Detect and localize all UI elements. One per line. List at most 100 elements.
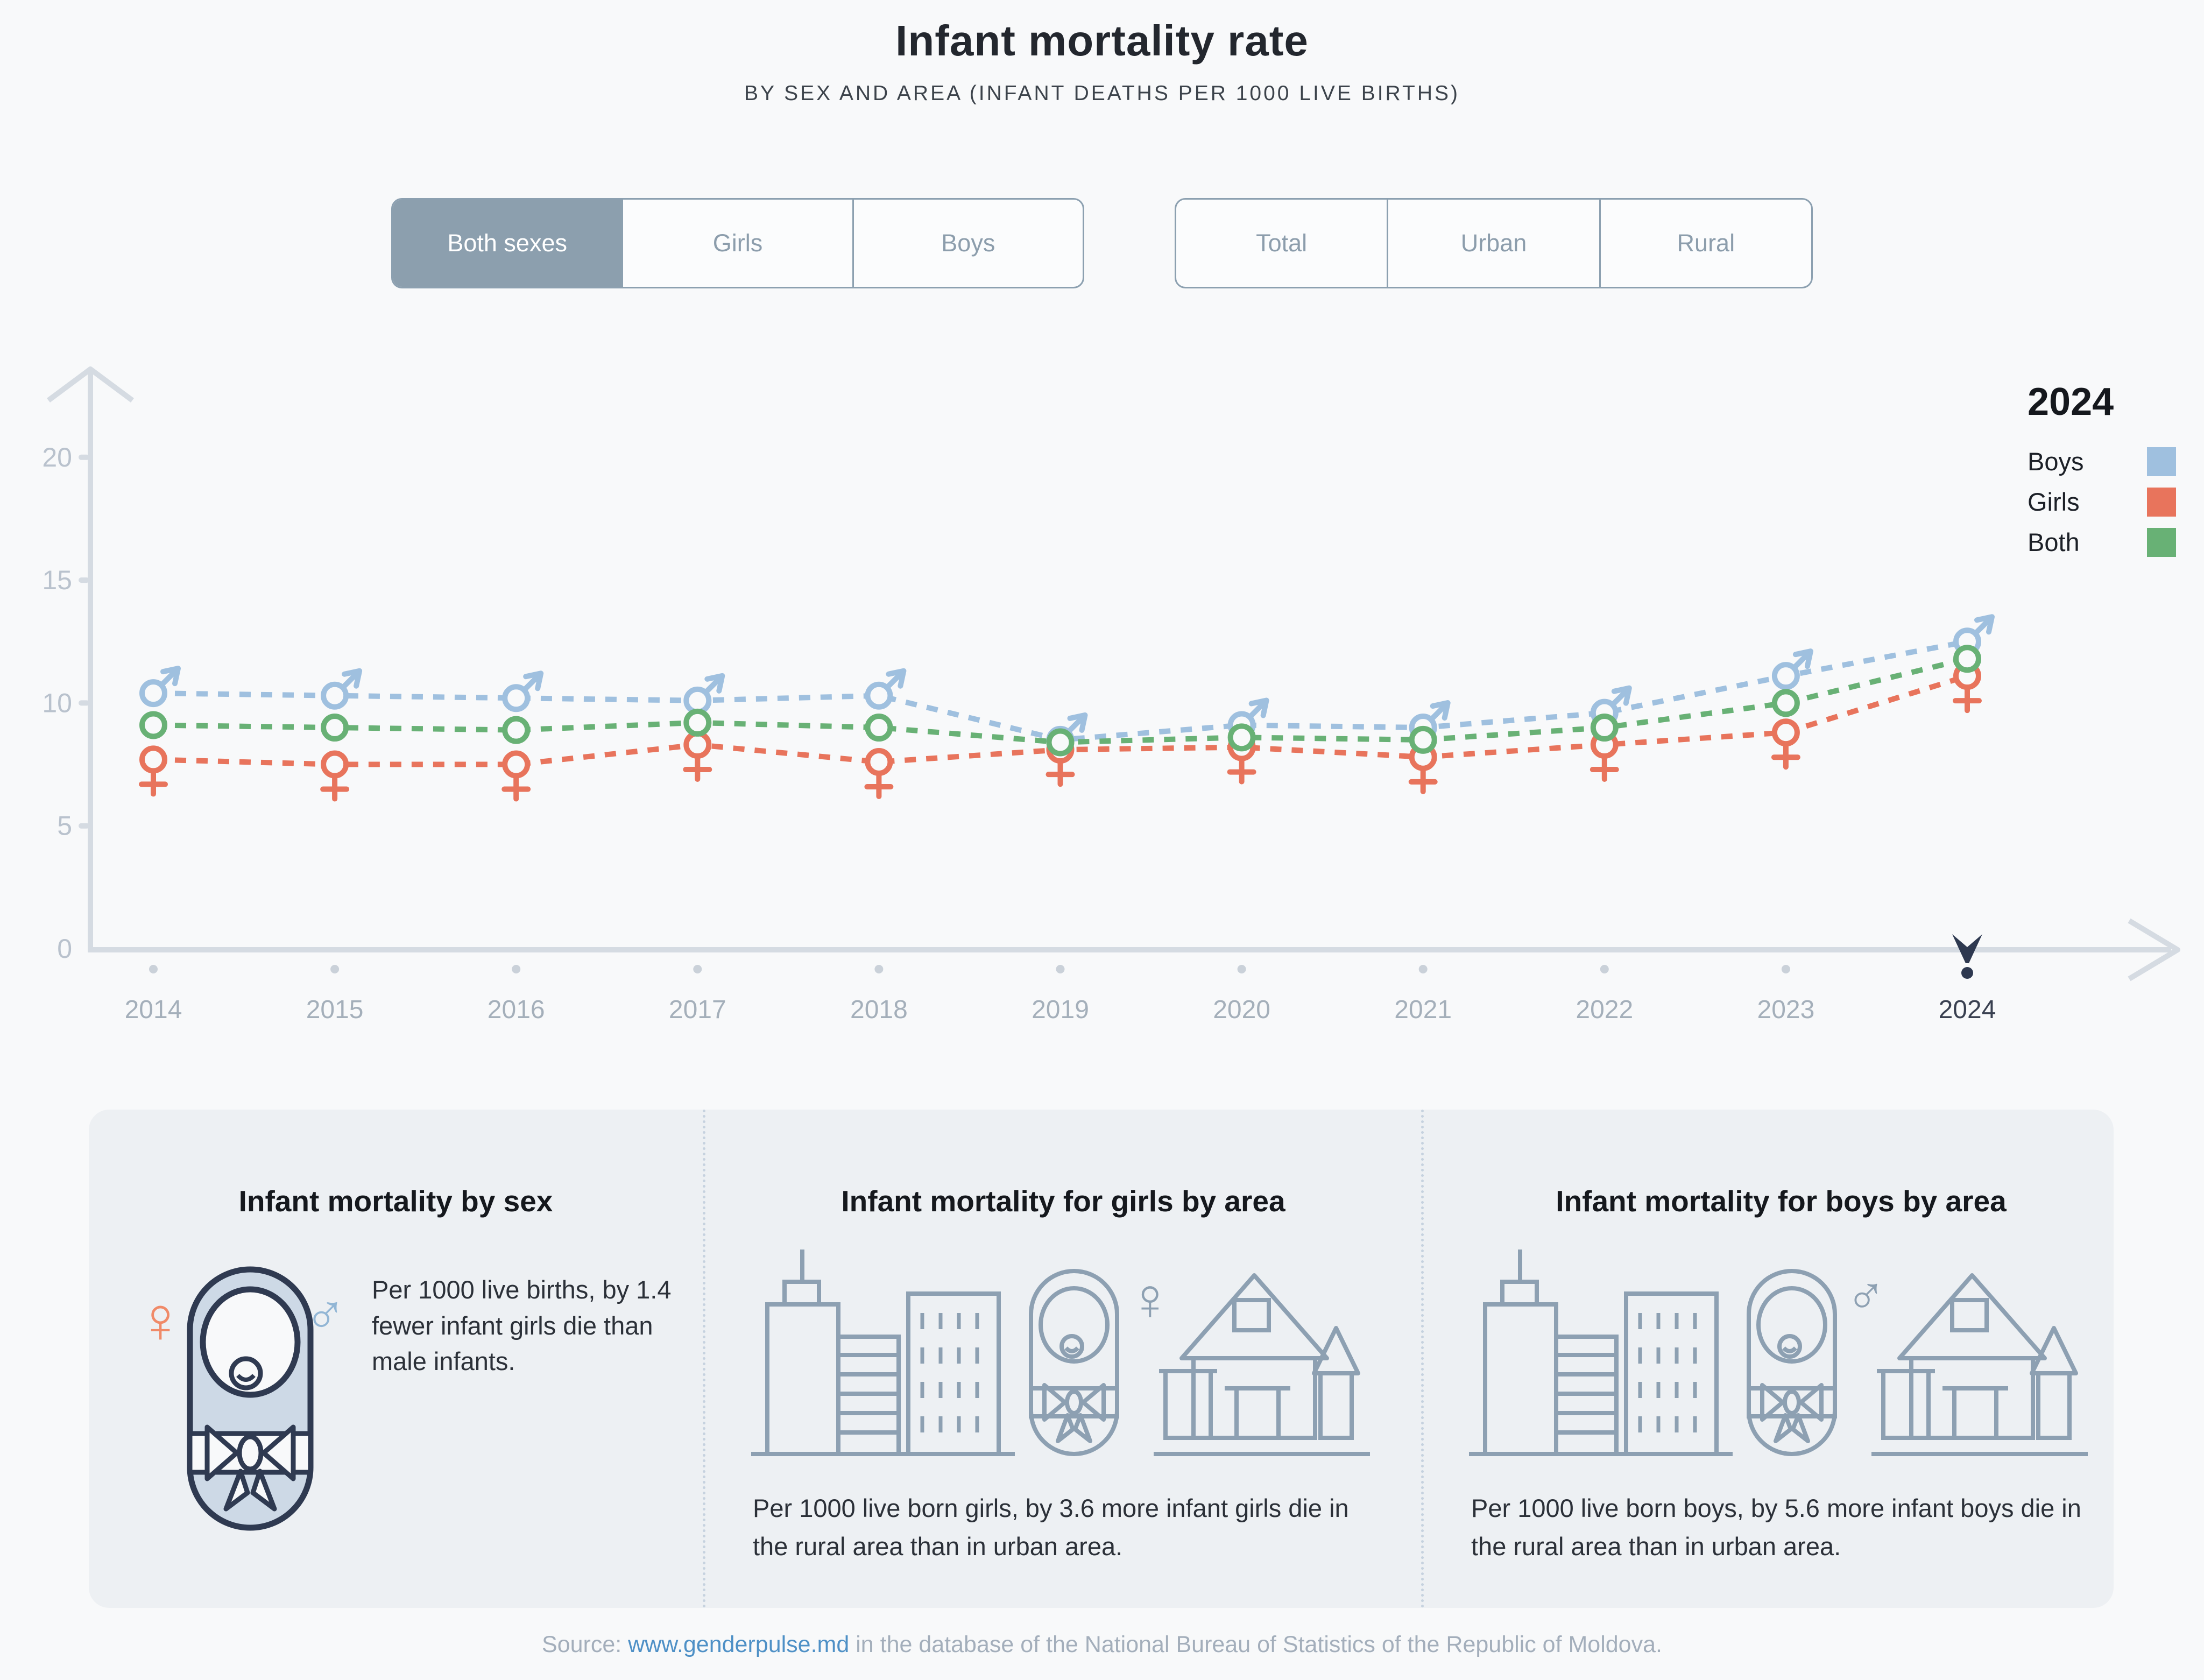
year-dot: [330, 965, 340, 973]
marker-girls-2014[interactable]: [139, 745, 168, 797]
both-marker-circle: [1771, 689, 1800, 717]
highlight-year-pin-icon: [1952, 934, 1982, 963]
baby-icon: [187, 1266, 314, 1531]
marker-girls-2023[interactable]: [1771, 718, 1800, 770]
male-arrowhead: [1974, 614, 1995, 635]
card-text: Per 1000 live born boys, by 5.6 more inf…: [1471, 1494, 2081, 1561]
x-axis-label-2020: 2020: [1213, 996, 1270, 1024]
marker-both-2024[interactable]: [1953, 645, 1981, 673]
insight-cards-panel: Infant mortality by sex ♀ ♂: [89, 1110, 2114, 1608]
city-buildings-icon: [751, 1250, 1015, 1456]
boys-marker-circle: [865, 681, 893, 710]
y-axis-arrow-icon: [47, 366, 134, 403]
marker-both-2016[interactable]: [502, 716, 531, 744]
male-arrowhead: [342, 668, 363, 689]
house-icon: [1154, 1273, 1370, 1456]
girls-marker-circle: [1771, 718, 1800, 747]
toggle-urban[interactable]: Urban: [1388, 200, 1601, 287]
marker-both-2014[interactable]: [139, 711, 167, 739]
chart-legend: 2024 Boys Girls Both: [2028, 380, 2176, 568]
toggle-rural[interactable]: Rural: [1601, 200, 1811, 287]
male-arrowhead: [523, 670, 544, 691]
x-axis-label-2014: 2014: [125, 996, 182, 1024]
year-dot: [149, 965, 158, 973]
x-axis-label-2022: 2022: [1576, 996, 1633, 1024]
x-axis-arrow-icon: [2128, 918, 2180, 982]
marker-both-2019[interactable]: [1046, 728, 1075, 757]
baby-icon: [1029, 1269, 1119, 1456]
city-buildings-icon: [1469, 1250, 1733, 1456]
both-marker-circle: [502, 716, 531, 744]
both-marker-circle: [321, 714, 349, 742]
x-axis-label-2024: 2024: [1939, 996, 1996, 1024]
y-tick-label-10: 10: [42, 688, 72, 718]
male-arrowhead: [1067, 712, 1088, 733]
male-symbol-icon: ♂: [1846, 1266, 1886, 1326]
card-title: Infant mortality for boys by area: [1556, 1184, 2007, 1218]
marker-both-2015[interactable]: [321, 714, 349, 742]
both-marker-circle: [1409, 725, 1437, 754]
marker-boys-2017[interactable]: [683, 673, 725, 715]
female-symbol-icon: ♀: [136, 1284, 185, 1356]
both-marker-circle: [139, 711, 167, 739]
boys-marker-circle: [139, 679, 167, 708]
toggle-total[interactable]: Total: [1176, 200, 1389, 287]
boys-marker-circle: [321, 681, 349, 710]
y-tick-label-5: 5: [57, 811, 72, 841]
y-tick-label-15: 15: [42, 565, 72, 595]
y-tick: [79, 454, 89, 460]
marker-boys-2014[interactable]: [139, 666, 181, 708]
male-arrowhead: [1611, 685, 1632, 706]
y-tick-label-20: 20: [42, 442, 72, 472]
marker-both-2017[interactable]: [683, 708, 712, 737]
marker-boys-2016[interactable]: [502, 670, 544, 712]
marker-boys-2015[interactable]: [321, 668, 363, 710]
card-text: Per 1000 live born girls, by 3.6 more in…: [753, 1494, 1349, 1561]
marker-boys-2018[interactable]: [865, 668, 907, 710]
male-arrowhead: [1430, 700, 1451, 721]
toggle-both-sexes[interactable]: Both sexes: [393, 200, 624, 287]
x-axis-label-2016: 2016: [488, 996, 545, 1024]
marker-girls-2015[interactable]: [320, 750, 350, 802]
legend-swatch-girls: [2147, 487, 2176, 517]
girls-marker-circle: [683, 731, 712, 759]
card-boys-by-area: Infant mortality for boys by area: [1421, 1110, 2138, 1608]
male-arrowhead: [886, 668, 907, 689]
both-marker-circle: [1953, 645, 1981, 673]
year-dot: [1237, 965, 1246, 973]
year-dot: [1418, 965, 1428, 973]
marker-both-2022[interactable]: [1590, 714, 1619, 742]
axes: [88, 371, 2171, 952]
x-axis-label-2023: 2023: [1757, 996, 1815, 1024]
both-marker-circle: [1227, 723, 1256, 752]
legend-row-both: Both: [2028, 527, 2176, 557]
legend-label-boys: Boys: [2028, 447, 2084, 476]
year-dot: [1056, 965, 1065, 973]
toggle-girls[interactable]: Girls: [623, 200, 854, 287]
marker-girls-2017[interactable]: [683, 731, 712, 782]
source-link[interactable]: www.genderpulse.md: [628, 1632, 850, 1657]
marker-both-2023[interactable]: [1771, 689, 1800, 717]
boys-marker-circle: [502, 684, 531, 712]
year-dot: [512, 965, 521, 973]
male-arrowhead: [1248, 697, 1269, 718]
male-arrowhead: [704, 673, 725, 694]
baby-icon: [1747, 1269, 1837, 1456]
y-tick: [79, 700, 89, 706]
marker-both-2021[interactable]: [1409, 725, 1437, 754]
sex-toggle-group: Both sexes Girls Boys: [391, 198, 1084, 288]
girls-marker-circle: [321, 750, 349, 779]
girls-marker-circle: [139, 745, 167, 774]
marker-both-2020[interactable]: [1227, 723, 1256, 752]
girls-marker-circle: [502, 750, 531, 779]
marker-both-2018[interactable]: [865, 714, 893, 742]
urban-rural-boys-icon: ♂: [1469, 1250, 2088, 1456]
marker-girls-2018[interactable]: [864, 747, 894, 799]
marker-girls-2016[interactable]: [501, 750, 531, 802]
page-title: Infant mortality rate: [895, 17, 1309, 65]
marker-boys-2023[interactable]: [1771, 648, 1813, 690]
male-arrowhead: [160, 666, 181, 687]
toggle-boys[interactable]: Boys: [854, 200, 1083, 287]
x-axis-label-2018: 2018: [850, 996, 908, 1024]
